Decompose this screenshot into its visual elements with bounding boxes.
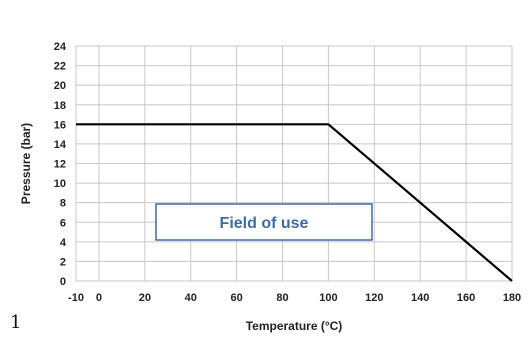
x-tick-label: 120 [365,292,383,304]
y-tick-label: 10 [54,178,66,190]
grid [75,45,513,282]
y-tick-label: 8 [60,198,66,210]
series-line [76,123,513,282]
y-tick-label: 6 [60,217,66,229]
x-tick-label: -10 [68,292,84,304]
annotation-text: Field of use [220,215,309,232]
y-axis-title: Pressure (bar) [19,123,33,204]
x-tick-label: 20 [139,292,151,304]
x-tick-label: 180 [503,292,521,304]
y-tick-label: 4 [60,237,67,249]
y-tick-label: 18 [54,100,66,112]
series-layer [76,123,513,282]
annotation-box [155,203,373,241]
y-tick-label: 16 [54,119,66,131]
x-axis-title: Temperature (°C) [246,319,343,333]
y-tick-label: 0 [60,276,66,288]
x-tick-label: 60 [231,292,243,304]
y-tick-label: 20 [54,80,66,92]
y-tick-label: 22 [54,61,66,73]
annotation-layer: Field of use [155,203,373,241]
y-tick-label: 12 [54,159,66,171]
x-tick-label: 160 [457,292,475,304]
x-tick-label: 80 [276,292,288,304]
y-tick-label: 24 [54,41,67,53]
y-tick-label: 14 [54,139,67,151]
x-tick-label: 0 [96,292,102,304]
corner-mark: 1 [10,312,22,333]
x-tick-label: 40 [185,292,197,304]
x-tick-label: 100 [319,292,337,304]
x-tick-label: 140 [411,292,429,304]
y-tick-label: 2 [60,256,66,268]
